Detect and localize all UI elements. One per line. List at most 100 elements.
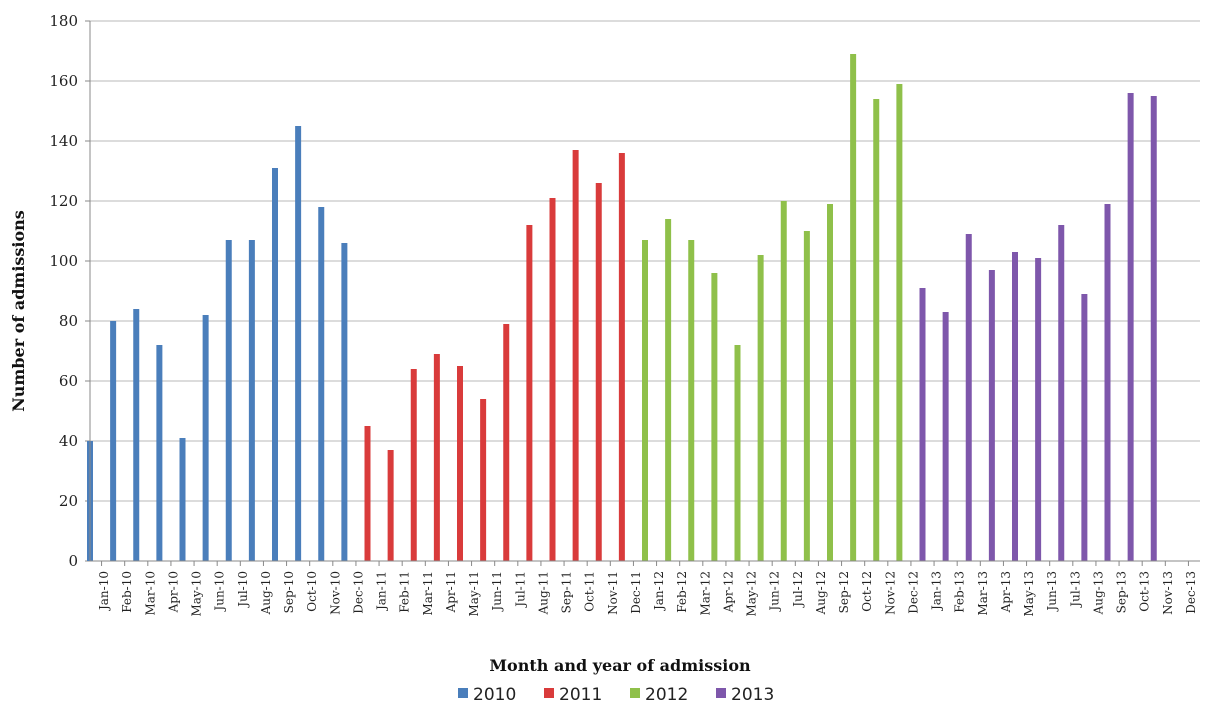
bar-2012-May-12 — [734, 345, 741, 561]
bar-2011-Oct-11 — [572, 150, 579, 561]
y-tick-label: 120 — [49, 192, 78, 210]
bar-2011-Jan-11 — [364, 426, 371, 561]
bar-2012-Feb-12 — [665, 219, 672, 561]
x-tick-label: Jun-11 — [490, 571, 504, 613]
x-tick-label: Aug-11 — [536, 571, 550, 615]
bar-2012-Jun-12 — [757, 255, 764, 561]
bar-2011-Feb-11 — [387, 450, 394, 561]
bar-2011-Dec-11 — [618, 153, 625, 561]
x-tick-label: Jan-10 — [97, 571, 111, 612]
x-tick-label: May-11 — [467, 571, 481, 617]
x-tick-label: Nov-11 — [606, 571, 620, 615]
bar-2011-Jun-11 — [480, 399, 487, 561]
x-tick-label: Jul-10 — [236, 571, 250, 609]
bar-2010-Sep-10 — [272, 168, 278, 561]
x-tick-label: Nov-12 — [883, 571, 897, 615]
bar-2011-Sep-11 — [549, 198, 556, 561]
bar-2010-Aug-10 — [248, 240, 255, 561]
x-tick-label: May-12 — [745, 571, 759, 617]
x-axis-ticks: Jan-10 Feb-10 Mar-10 Apr-10 May-10 Jun-10 Jul-… — [97, 561, 1198, 617]
y-tick-label: 140 — [49, 132, 78, 150]
y-axis-ticks: 0 20 40 60 80 100 120 140 160 180 — [49, 12, 90, 570]
bar-2013-Aug-13 — [1081, 294, 1088, 561]
x-tick-label: Jan-11 — [375, 571, 389, 612]
x-tick-label: Oct-13 — [1138, 571, 1152, 612]
bar-2012-Sep-12 — [827, 204, 833, 561]
x-tick-label: May-10 — [190, 571, 204, 617]
bar-2012-Dec-12 — [896, 84, 903, 561]
x-tick-label: Feb-12 — [675, 571, 689, 613]
x-tick-label: Dec-13 — [1184, 571, 1198, 614]
x-tick-label: Aug-12 — [814, 571, 828, 615]
x-tick-label: Jun-12 — [768, 571, 782, 613]
x-tick-label: Jul-12 — [791, 571, 805, 609]
y-tick-label: 60 — [59, 372, 78, 390]
bar-2013-Jul-13 — [1058, 225, 1065, 561]
x-tick-label: Oct-11 — [583, 571, 597, 612]
y-tick-label: 0 — [68, 552, 78, 570]
x-tick-label: Sep-11 — [560, 571, 574, 613]
x-tick-label: Feb-11 — [398, 571, 412, 613]
bar-2012-Aug-12 — [803, 231, 810, 561]
bar-2013-Jun-13 — [1035, 258, 1042, 561]
bar-2013-Nov-13 — [1150, 96, 1157, 561]
x-axis-title: Month and year of admission — [489, 656, 751, 675]
bar-2013-Feb-13 — [942, 312, 949, 561]
bar-2010-Jun-10 — [202, 315, 209, 561]
x-tick-label: Apr-13 — [999, 571, 1013, 613]
bar-2011-Jul-11 — [503, 324, 510, 561]
y-tick-label: 160 — [49, 72, 78, 90]
x-tick-label: Mar-11 — [421, 571, 435, 616]
bar-2012-Jul-12 — [780, 201, 787, 561]
legend-swatch — [544, 688, 554, 698]
legend-swatch — [630, 688, 640, 698]
x-tick-label: Mar-13 — [976, 571, 990, 616]
x-tick-label: Jul-11 — [513, 571, 527, 609]
bar-2011-Mar-11 — [410, 369, 417, 561]
bar-2010-Nov-10 — [318, 207, 325, 561]
bar-2010-Mar-10 — [133, 309, 140, 561]
x-tick-label: Oct-10 — [305, 571, 319, 612]
x-tick-label: Apr-11 — [444, 571, 458, 613]
bar-2012-Apr-12 — [711, 273, 718, 561]
bars — [87, 54, 1157, 561]
bar-2012-Jan-12 — [642, 240, 648, 561]
x-tick-label: Sep-12 — [837, 571, 851, 613]
bar-2010-Dec-10 — [341, 243, 348, 561]
bar-2010-Jul-10 — [225, 240, 232, 561]
legend-item-2010: 2010 — [458, 685, 516, 705]
bar-2010-Feb-10 — [110, 321, 117, 561]
legend-label: 2010 — [473, 685, 516, 705]
bar-2013-Apr-13 — [988, 270, 995, 561]
x-tick-label: Jan-13 — [930, 571, 944, 612]
x-tick-label: Sep-13 — [1115, 571, 1129, 613]
x-tick-label: Jun-13 — [1045, 571, 1059, 613]
x-tick-label: Apr-12 — [721, 571, 735, 613]
bar-2012-Nov-12 — [873, 99, 880, 561]
y-tick-label: 180 — [49, 12, 78, 30]
bar-2012-Oct-12 — [850, 54, 857, 561]
bar-2013-Jan-13 — [919, 288, 926, 561]
x-tick-label: Dec-12 — [906, 571, 920, 614]
legend-item-2013: 2013 — [716, 685, 774, 705]
legend-swatch — [716, 688, 726, 698]
y-tick-label: 40 — [59, 432, 78, 450]
bar-2013-Oct-13 — [1127, 93, 1134, 561]
x-tick-label: Dec-11 — [629, 571, 643, 614]
legend-label: 2012 — [645, 685, 688, 705]
x-tick-label: Feb-13 — [953, 571, 967, 613]
x-tick-label: Apr-10 — [166, 571, 180, 613]
x-tick-label: Nov-13 — [1161, 571, 1175, 615]
legend-label: 2011 — [559, 685, 602, 705]
x-tick-label: Mar-10 — [143, 571, 157, 616]
legend: 2010 2011 2012 2013 — [458, 685, 774, 705]
x-tick-label: Jan-12 — [652, 571, 666, 612]
y-tick-label: 80 — [59, 312, 78, 330]
bar-2011-Nov-11 — [595, 183, 602, 561]
bar-2010-May-10 — [179, 438, 186, 561]
y-tick-label: 20 — [59, 492, 78, 510]
bar-2010-Apr-10 — [156, 345, 163, 561]
bar-2011-May-11 — [457, 366, 463, 561]
x-tick-label: Feb-10 — [120, 571, 134, 613]
